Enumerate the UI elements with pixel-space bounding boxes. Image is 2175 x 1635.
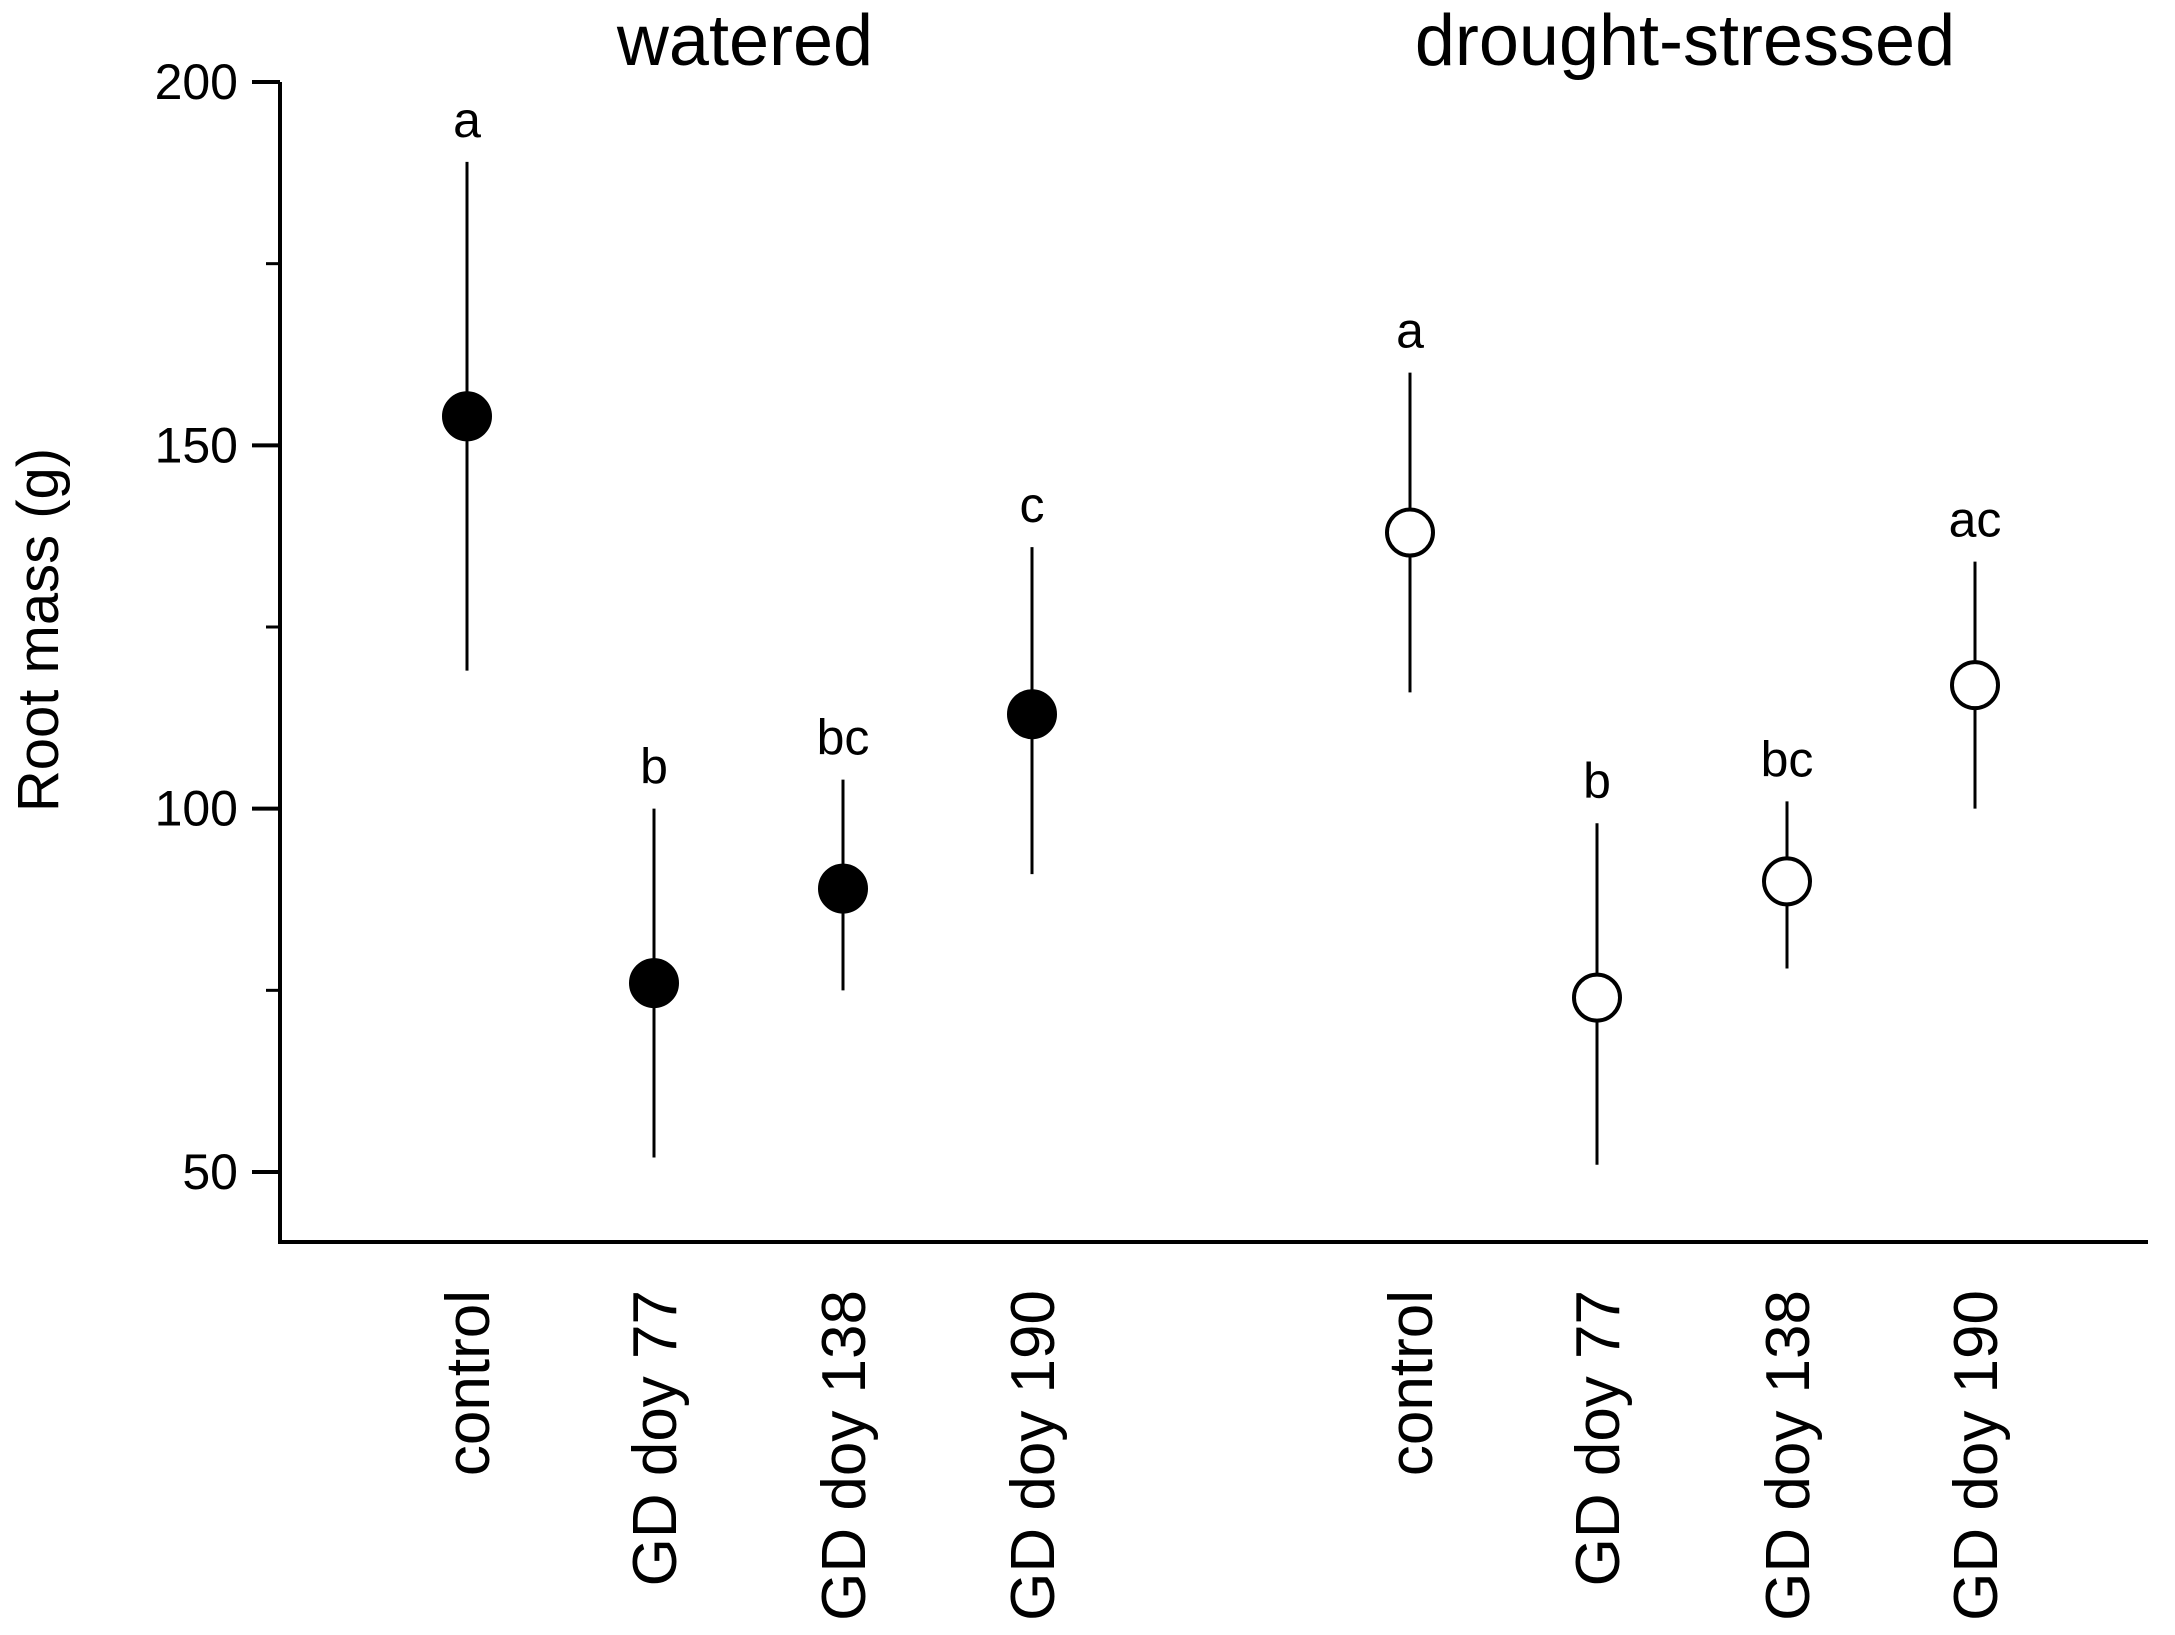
category-label: GD doy 77 bbox=[621, 1290, 690, 1586]
category-label: GD doy 190 bbox=[1942, 1290, 2011, 1621]
category-label: GD doy 138 bbox=[810, 1290, 879, 1621]
axes bbox=[278, 82, 2148, 1244]
filled-point bbox=[818, 863, 868, 914]
data-marks: a b bc c a b bc ac bbox=[442, 92, 2002, 1165]
open-point bbox=[1950, 660, 2000, 711]
category-label: GD doy 138 bbox=[1754, 1290, 1823, 1621]
significance-letter: bc bbox=[817, 710, 870, 766]
significance-letter: b bbox=[1583, 753, 1611, 809]
y-tick-label: 150 bbox=[155, 417, 238, 473]
filled-point bbox=[1007, 689, 1057, 740]
open-point bbox=[1762, 856, 1812, 907]
panels: watered control GD doy 77 GD doy 138 GD doy … bbox=[434, 1, 2011, 1621]
panel-title: watered bbox=[616, 1, 873, 81]
panel-title: drought-stressed bbox=[1415, 1, 1955, 81]
significance-letter: b bbox=[640, 739, 668, 795]
y-tick-label: 50 bbox=[182, 1144, 238, 1200]
significance-letter: bc bbox=[1761, 731, 1814, 787]
y-ticks: 50 100 150 200 bbox=[155, 54, 280, 1200]
category-label: control bbox=[1377, 1290, 1446, 1476]
significance-letter: a bbox=[1396, 303, 1424, 359]
open-point bbox=[1385, 507, 1435, 558]
category-label: control bbox=[434, 1290, 503, 1476]
significance-letter: a bbox=[453, 92, 481, 148]
filled-point bbox=[629, 958, 679, 1009]
y-tick-label: 200 bbox=[155, 54, 238, 110]
filled-point bbox=[442, 391, 492, 442]
significance-letter: c bbox=[1020, 477, 1045, 533]
significance-letter: ac bbox=[1949, 492, 2002, 548]
category-label: GD doy 77 bbox=[1564, 1290, 1633, 1586]
category-label: GD doy 190 bbox=[999, 1290, 1068, 1621]
y-tick-label: 100 bbox=[155, 781, 238, 837]
y-axis-label: Root mass (g) bbox=[6, 448, 71, 812]
open-point bbox=[1572, 972, 1622, 1023]
